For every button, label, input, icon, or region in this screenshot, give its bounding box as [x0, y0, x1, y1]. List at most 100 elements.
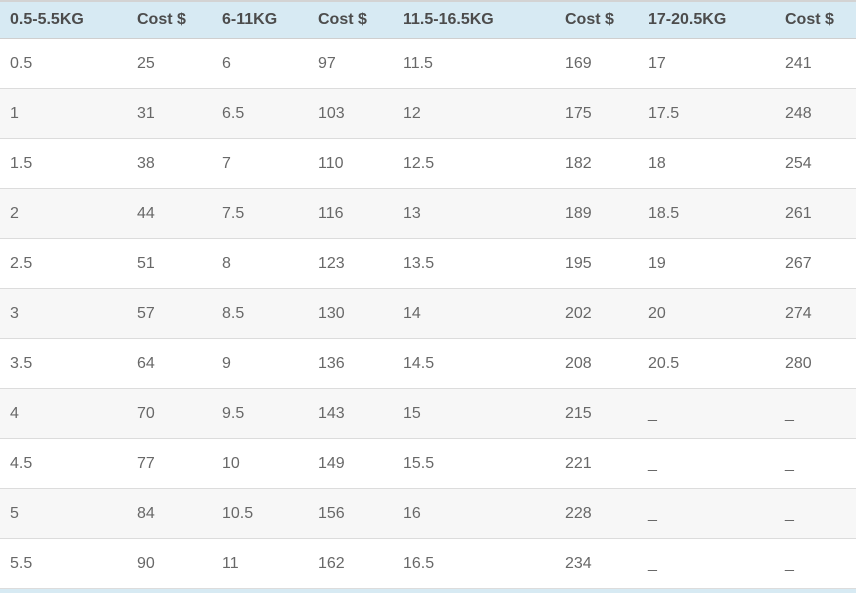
- table-cell: 14.5: [393, 338, 555, 389]
- cutoff-next-header-strip: [0, 589, 856, 593]
- table-row: 1 31 6.5 103 12 175 17.5 248: [0, 88, 856, 139]
- table-cell: 175: [555, 88, 638, 139]
- table-cell: 7: [212, 138, 308, 189]
- table-cell: 14: [393, 288, 555, 339]
- table-cell: 254: [775, 138, 856, 189]
- table-cell: 17: [638, 38, 775, 89]
- table-cell: 9.5: [212, 388, 308, 439]
- table-cell: 0.5: [0, 38, 127, 89]
- table-cell: 15.5: [393, 438, 555, 489]
- table-cell: _: [638, 438, 775, 489]
- table-cell: 70: [127, 388, 212, 439]
- table-cell: 2: [0, 188, 127, 239]
- table-cell: 169: [555, 38, 638, 89]
- table-cell: 84: [127, 488, 212, 539]
- table-cell: 2.5: [0, 238, 127, 289]
- table-cell: 57: [127, 288, 212, 339]
- column-header-0: 0.5-5.5KG: [0, 1, 127, 39]
- table-cell: 3.5: [0, 338, 127, 389]
- table-cell: _: [775, 438, 856, 489]
- table-row: 5.5 90 11 162 16.5 234 _ _: [0, 538, 856, 589]
- header-row: 0.5-5.5KG Cost $6-11KG Cost $11.5-16.5KG Co…: [0, 1, 856, 39]
- table-cell: 31: [127, 88, 212, 139]
- table-cell: 11: [212, 538, 308, 589]
- table-cell: 5.5: [0, 538, 127, 589]
- table-row: 1.5 38 7 110 12.5 182 18 254: [0, 138, 856, 189]
- table-row: 2.5 51 8 123 13.5 195 19 267: [0, 238, 856, 289]
- table-cell: 110: [308, 138, 393, 189]
- table-cell: 208: [555, 338, 638, 389]
- table-cell: 13.5: [393, 238, 555, 289]
- table-cell: 10: [212, 438, 308, 489]
- table-cell: 189: [555, 188, 638, 239]
- table-cell: 16.5: [393, 538, 555, 589]
- table-cell: 44: [127, 188, 212, 239]
- table-cell: 261: [775, 188, 856, 239]
- table-cell: 123: [308, 238, 393, 289]
- table-cell: 202: [555, 288, 638, 339]
- table-cell: 9: [212, 338, 308, 389]
- table-cell: 228: [555, 488, 638, 539]
- column-header-6: 17-20.5KG: [638, 1, 775, 39]
- table-cell: 11.5: [393, 38, 555, 89]
- table-cell: _: [638, 488, 775, 539]
- table-cell: 51: [127, 238, 212, 289]
- column-header-2: 6-11KG: [212, 1, 308, 39]
- table-cell: _: [775, 388, 856, 439]
- table-cell: 116: [308, 188, 393, 239]
- table-cell: 20.5: [638, 338, 775, 389]
- table-cell: 221: [555, 438, 638, 489]
- table-row: 2 44 7.5 116 13 189 18.5 261: [0, 188, 856, 239]
- table-cell: 162: [308, 538, 393, 589]
- table-cell: 13: [393, 188, 555, 239]
- table-cell: 103: [308, 88, 393, 139]
- table-cell: 267: [775, 238, 856, 289]
- table-row: 3.5 64 9 136 14.5 208 20.5 280: [0, 338, 856, 389]
- table-cell: 248: [775, 88, 856, 139]
- table-cell: 17.5: [638, 88, 775, 139]
- table-cell: 4: [0, 388, 127, 439]
- table-cell: _: [775, 538, 856, 589]
- table-cell: 97: [308, 38, 393, 89]
- table-cell: 12.5: [393, 138, 555, 189]
- table-cell: 1.5: [0, 138, 127, 189]
- table-cell: 10.5: [212, 488, 308, 539]
- table-row: 4.5 77 10 149 15.5 221 _ _: [0, 438, 856, 489]
- table-cell: 143: [308, 388, 393, 439]
- table-cell: 25: [127, 38, 212, 89]
- table-cell: 130: [308, 288, 393, 339]
- table-cell: 19: [638, 238, 775, 289]
- column-header-3: Cost $: [308, 1, 393, 39]
- table-cell: 215: [555, 388, 638, 439]
- table-cell: _: [638, 538, 775, 589]
- table-cell: 6.5: [212, 88, 308, 139]
- table-cell: 16: [393, 488, 555, 539]
- table-cell: 8.5: [212, 288, 308, 339]
- table-cell: _: [775, 488, 856, 539]
- table-cell: 136: [308, 338, 393, 389]
- table-cell: 274: [775, 288, 856, 339]
- table-cell: 1: [0, 88, 127, 139]
- table-cell: 8: [212, 238, 308, 289]
- table-cell: 156: [308, 488, 393, 539]
- column-header-4: 11.5-16.5KG: [393, 1, 555, 39]
- table-row: 4 70 9.5 143 15 215 _ _: [0, 388, 856, 439]
- table-cell: 18: [638, 138, 775, 189]
- table-cell: 182: [555, 138, 638, 189]
- table-body: 0.5 25 6 97 11.5 169 17 241 1 31 6.5 103 12 175 17.5 24…: [0, 38, 856, 589]
- table-cell: 4.5: [0, 438, 127, 489]
- table-cell: 241: [775, 38, 856, 89]
- table-cell: 7.5: [212, 188, 308, 239]
- table-cell: 3: [0, 288, 127, 339]
- table-cell: 149: [308, 438, 393, 489]
- table-cell: _: [638, 388, 775, 439]
- table-cell: 234: [555, 538, 638, 589]
- column-header-7: Cost $: [775, 1, 856, 39]
- table-cell: 12: [393, 88, 555, 139]
- table-header: 0.5-5.5KG Cost $6-11KG Cost $11.5-16.5KG Co…: [0, 1, 856, 39]
- table-cell: 15: [393, 388, 555, 439]
- table-cell: 195: [555, 238, 638, 289]
- column-header-1: Cost $: [127, 1, 212, 39]
